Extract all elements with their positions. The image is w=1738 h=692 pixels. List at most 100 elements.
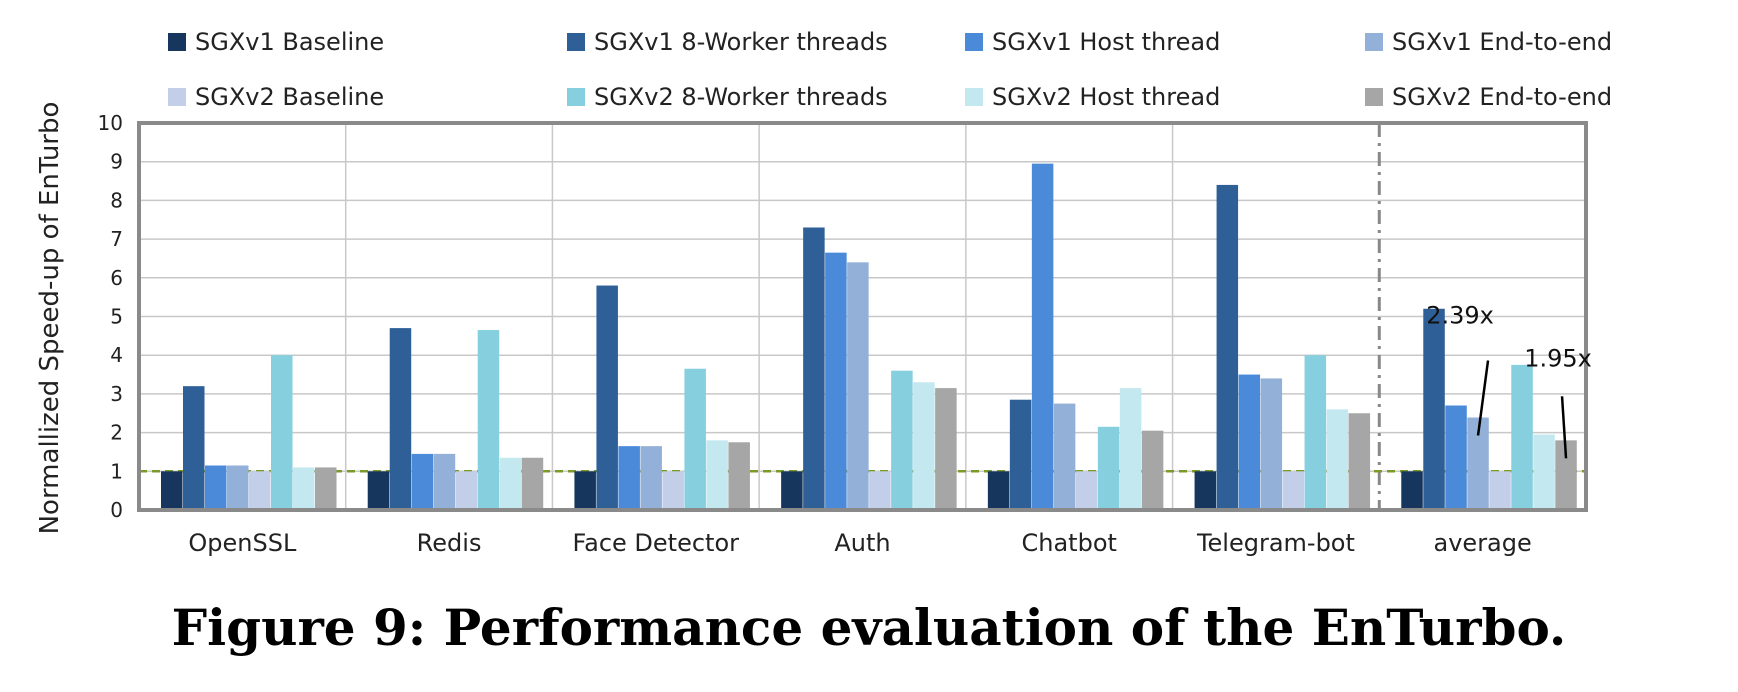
bar bbox=[825, 252, 847, 510]
y-tick-label: 7 bbox=[110, 227, 123, 251]
bar bbox=[1075, 471, 1098, 510]
bar bbox=[521, 457, 544, 510]
bar bbox=[913, 382, 935, 510]
legend: SGXv1 Baseline SGXv1 8-Worker threads SGXv… bbox=[168, 28, 1612, 111]
bar bbox=[183, 386, 205, 510]
bar bbox=[662, 471, 684, 510]
y-tick-label: 10 bbox=[98, 111, 123, 135]
y-tick-label: 2 bbox=[110, 421, 123, 445]
bar bbox=[271, 355, 293, 510]
bar bbox=[706, 440, 728, 510]
legend-label: SGXv2 Host thread bbox=[992, 83, 1220, 111]
bar bbox=[1216, 184, 1239, 511]
bar bbox=[1141, 430, 1164, 510]
legend-label: SGXv2 Baseline bbox=[195, 83, 384, 111]
legend-swatch bbox=[168, 88, 186, 106]
y-tick-label: 1 bbox=[110, 459, 123, 483]
legend-label: SGXv1 8-Worker threads bbox=[594, 28, 888, 56]
annotation-label: 1.95x bbox=[1524, 344, 1592, 372]
y-tick-label: 4 bbox=[110, 343, 123, 367]
y-tick-label: 5 bbox=[110, 305, 123, 329]
bar bbox=[596, 285, 618, 510]
bar bbox=[249, 471, 271, 510]
legend-label: SGXv2 End-to-end bbox=[1392, 83, 1612, 111]
axes: 0 1 2 3 4 5 6 7 8 9 10 OpenSSL Redis Face Detector Aut… bbox=[35, 102, 1588, 557]
legend-swatch bbox=[965, 33, 983, 51]
y-tick-label: 3 bbox=[110, 382, 123, 406]
bar bbox=[1555, 440, 1577, 510]
bar bbox=[411, 453, 434, 510]
bar bbox=[1489, 471, 1511, 510]
x-tick-label: Face Detector bbox=[573, 529, 740, 557]
bar bbox=[987, 471, 1010, 510]
bar bbox=[1260, 378, 1283, 510]
bar bbox=[1097, 426, 1120, 510]
bar bbox=[803, 227, 825, 511]
legend-label: SGXv1 Baseline bbox=[195, 28, 384, 56]
annotations: 2.39x 1.95x bbox=[1426, 302, 1592, 459]
bar bbox=[477, 330, 500, 510]
bar bbox=[389, 328, 412, 510]
bar bbox=[1304, 355, 1327, 510]
bar bbox=[161, 471, 183, 510]
legend-swatch bbox=[1365, 88, 1383, 106]
annotation-label: 2.39x bbox=[1426, 302, 1494, 330]
bar bbox=[293, 467, 315, 510]
bar bbox=[1511, 364, 1533, 510]
bar bbox=[315, 467, 337, 510]
bar bbox=[640, 446, 662, 510]
bar-chart: SGXv1 Baseline SGXv1 8-Worker threads SGXv… bbox=[35, 28, 1612, 557]
bar bbox=[728, 442, 750, 510]
bar bbox=[1282, 471, 1305, 510]
bar bbox=[1423, 308, 1445, 510]
bar bbox=[684, 368, 706, 510]
bar bbox=[1194, 471, 1217, 510]
bar bbox=[781, 471, 803, 510]
legend-label: SGXv1 End-to-end bbox=[1392, 28, 1612, 56]
plot-frame bbox=[137, 121, 1588, 512]
bar bbox=[1009, 399, 1032, 510]
x-tick-label: Redis bbox=[417, 529, 482, 557]
bar bbox=[618, 446, 640, 510]
bar bbox=[205, 465, 227, 510]
bar bbox=[227, 465, 249, 510]
bar bbox=[891, 370, 913, 510]
legend-swatch bbox=[567, 88, 585, 106]
annotation-leader bbox=[1476, 360, 1490, 436]
x-tick-label: OpenSSL bbox=[188, 529, 297, 557]
bar bbox=[935, 388, 957, 510]
legend-swatch bbox=[1365, 33, 1383, 51]
y-tick-label: 8 bbox=[110, 188, 123, 212]
bar bbox=[1238, 374, 1261, 510]
y-tick-label: 6 bbox=[110, 266, 123, 290]
x-tick-label: Telegram-bot bbox=[1196, 529, 1355, 557]
legend-label: SGXv1 Host thread bbox=[992, 28, 1220, 56]
bar bbox=[847, 262, 869, 510]
bar bbox=[1533, 434, 1555, 510]
bar bbox=[869, 471, 891, 510]
bar bbox=[1467, 417, 1489, 510]
bars bbox=[161, 163, 1577, 511]
bar bbox=[1053, 403, 1076, 510]
x-tick-label: Auth bbox=[834, 529, 890, 557]
legend-label: SGXv2 8-Worker threads bbox=[594, 83, 888, 111]
y-tick-label: 9 bbox=[110, 150, 123, 174]
y-tick-label: 0 bbox=[110, 498, 123, 522]
bar bbox=[574, 471, 596, 510]
x-tick-label: Chatbot bbox=[1022, 529, 1117, 557]
bar bbox=[433, 453, 456, 510]
bar bbox=[1326, 409, 1349, 510]
x-tick-label: average bbox=[1434, 529, 1532, 557]
bar bbox=[367, 471, 390, 510]
y-axis-label: Normallized Speed-up of EnTurbo bbox=[35, 102, 65, 535]
annotation-leader bbox=[1560, 396, 1568, 459]
legend-swatch bbox=[965, 88, 983, 106]
figure-caption: Figure 9: Performance evaluation of the … bbox=[171, 598, 1567, 657]
legend-swatch bbox=[168, 33, 186, 51]
bar bbox=[499, 457, 522, 510]
bar bbox=[1445, 405, 1467, 510]
bar bbox=[1401, 471, 1423, 510]
legend-swatch bbox=[567, 33, 585, 51]
bar bbox=[455, 471, 478, 510]
bar bbox=[1119, 388, 1142, 510]
